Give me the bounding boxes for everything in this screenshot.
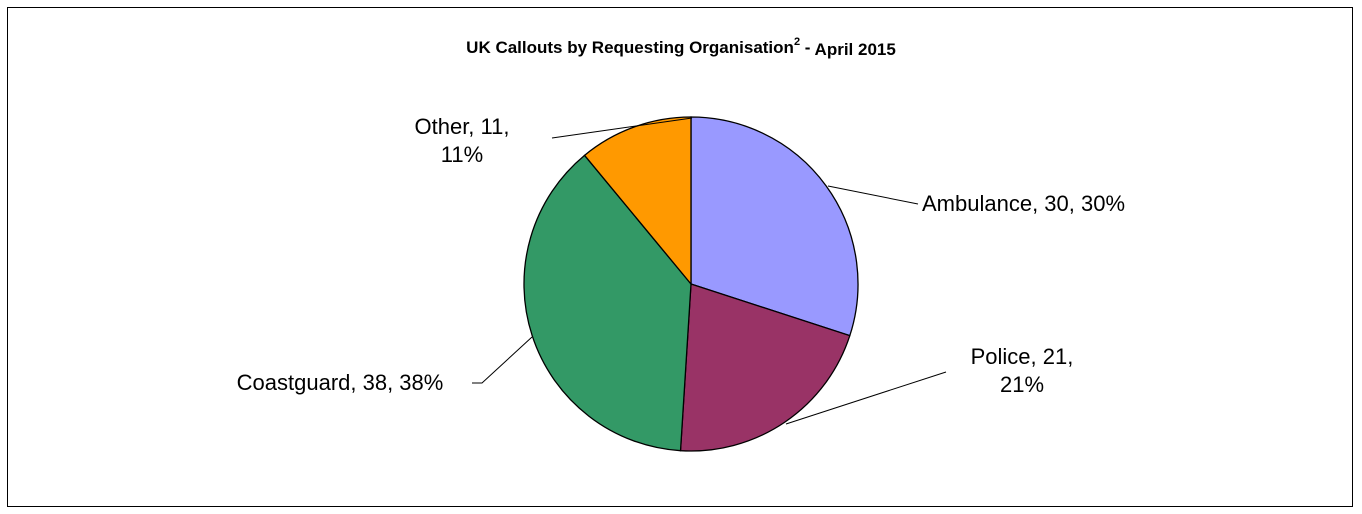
data-label-line: Other, 11,: [415, 114, 510, 139]
chart-title-date: April 2015: [814, 40, 896, 59]
data-label-line: Coastguard, 38, 38%: [237, 370, 444, 395]
pie-slice-other: [583, 116, 692, 286]
leader-line-ambulance: [827, 185, 919, 205]
chart-title-main: UK Callouts by Requesting Organisation: [466, 38, 794, 57]
data-label-police: Police, 21, 21%: [971, 344, 1074, 397]
data-label-line: Ambulance, 30, 30%: [922, 191, 1125, 216]
data-label-line: 11%: [441, 142, 483, 167]
leader-line-coastguard: [472, 336, 533, 384]
data-label-line: Police, 21,: [971, 344, 1074, 369]
chart-title: UK Callouts by Requesting Organisation2 …: [0, 36, 1362, 59]
data-label-coastguard: Coastguard, 38, 38%: [237, 370, 444, 395]
pie-slice-police: [679, 283, 851, 452]
data-label-ambulance: Ambulance, 30, 30%: [922, 191, 1125, 216]
chart-title-separator: -: [800, 38, 815, 57]
pie-slice-coastguard: [523, 154, 692, 452]
pie-slice-ambulance: [690, 116, 859, 337]
leader-line-police: [785, 371, 947, 425]
chart-title-superscript: 2: [793, 36, 801, 48]
data-label-line: 21%: [1000, 372, 1044, 397]
leader-line-other: [551, 117, 693, 139]
data-label-other: Other, 11, 11%: [415, 114, 510, 167]
